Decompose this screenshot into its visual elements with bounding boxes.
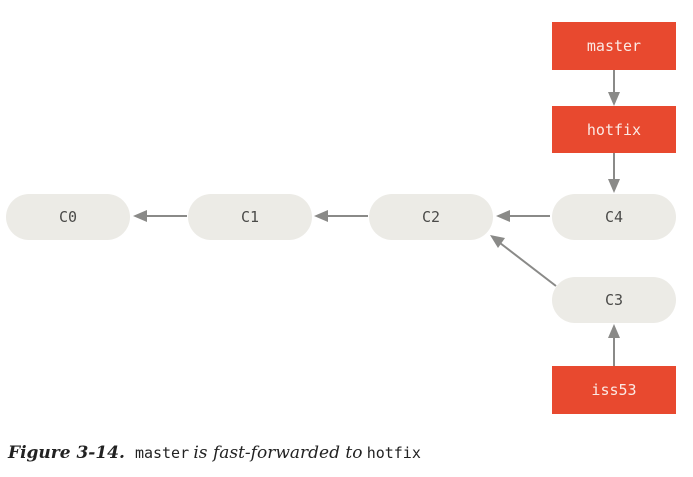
ref-hotfix: hotfix <box>552 106 676 153</box>
figure-caption: Figure 3-14. master is fast-forwarded to … <box>8 443 421 463</box>
ref-iss53: iss53 <box>552 366 676 414</box>
arrow-c1-to-c0 <box>133 210 187 222</box>
commit-c4-label: C4 <box>605 208 623 226</box>
arrow-master-to-hotfix <box>608 70 620 106</box>
ref-master-label: master <box>587 37 641 55</box>
commit-c1: C1 <box>188 194 312 240</box>
commit-c0-label: C0 <box>59 208 77 226</box>
commit-c2-label: C2 <box>422 208 440 226</box>
commit-c1-label: C1 <box>241 208 259 226</box>
commit-c3-label: C3 <box>605 291 623 309</box>
ref-master: master <box>552 22 676 70</box>
commit-c0: C0 <box>6 194 130 240</box>
commit-c2: C2 <box>369 194 493 240</box>
caption-text: is fast-forwarded to <box>193 443 363 463</box>
arrow-c2-to-c1 <box>314 210 368 222</box>
figure-number: Figure 3-14. <box>8 443 125 463</box>
commit-c4: C4 <box>552 194 676 240</box>
ref-iss53-label: iss53 <box>591 381 636 399</box>
commit-c3: C3 <box>552 277 676 323</box>
caption-code-hotfix: hotfix <box>366 444 421 462</box>
arrow-c4-to-c2 <box>496 210 550 222</box>
caption-code-master: master <box>134 444 190 462</box>
ref-hotfix-label: hotfix <box>587 121 641 139</box>
arrow-iss53-to-c3 <box>608 324 620 366</box>
arrow-c3-to-c2 <box>490 235 557 287</box>
arrow-hotfix-to-c4 <box>608 153 620 193</box>
